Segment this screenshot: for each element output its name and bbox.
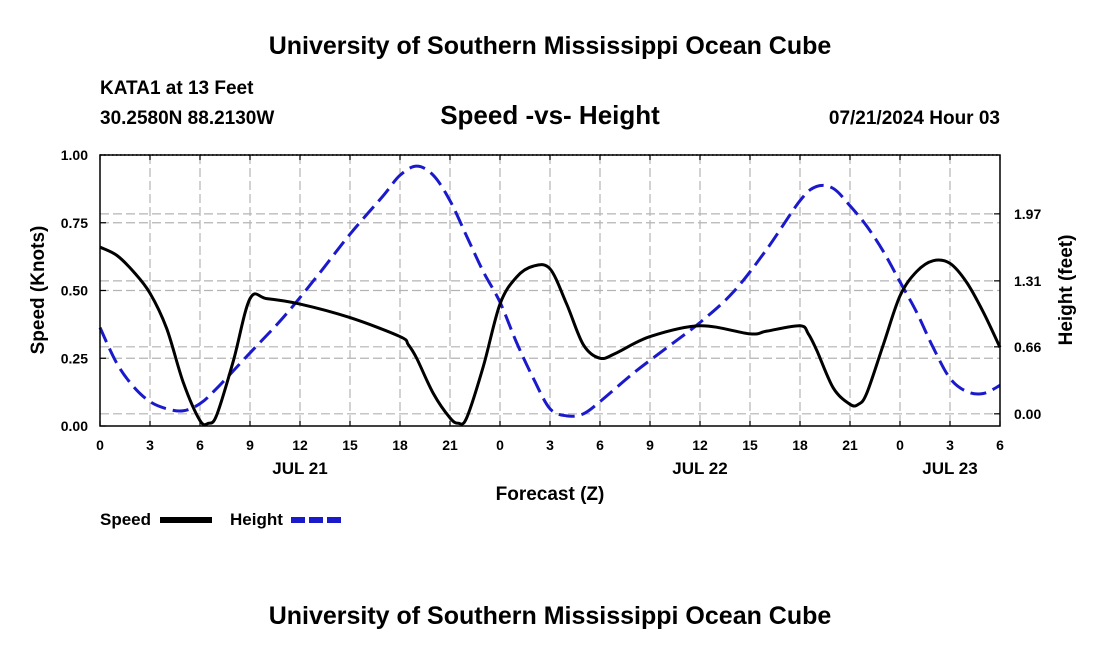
footer-title: University of Southern Mississippi Ocean… (269, 602, 832, 630)
x-tick-label: 3 (946, 437, 954, 453)
x-tick-label: 0 (896, 437, 904, 453)
x-tick-label: 12 (692, 437, 708, 453)
x-date-label: JUL 21 (272, 459, 327, 478)
axis-ticks: 0 3 6 9 12 15 18 21 0 3 6 9 12 15 18 21 0 3 6 0.00 0.25 0.50 0… (61, 147, 1042, 478)
x-tick-label: 15 (742, 437, 758, 453)
x-tick-label: 3 (146, 437, 154, 453)
x-tick-label: 12 (292, 437, 308, 453)
legend-speed-label: Speed (100, 510, 151, 529)
y2-tick-label: 1.31 (1014, 273, 1041, 289)
legend-height-label: Height (230, 510, 283, 529)
station-coords: 30.2580N 88.2130W (100, 108, 274, 129)
y-tick-label: 0.00 (61, 418, 88, 434)
y-tick-label: 1.00 (61, 147, 88, 163)
y2-tick-label: 0.66 (1014, 339, 1041, 355)
x-date-label: JUL 23 (922, 459, 977, 478)
x-date-label: JUL 22 (672, 459, 727, 478)
x-tick-label: 18 (392, 437, 408, 453)
plot-series (98, 164, 1002, 427)
x-tick-label: 18 (792, 437, 808, 453)
legend: Speed Height (100, 510, 343, 529)
y-tick-label: 0.50 (61, 283, 88, 299)
x-tick-label: 9 (246, 437, 254, 453)
forecast-datetime: 07/21/2024 Hour 03 (829, 108, 1000, 129)
x-tick-label: 0 (96, 437, 104, 453)
x-tick-label: 6 (596, 437, 604, 453)
y2-tick-label: 1.97 (1014, 206, 1041, 222)
height-series-line (98, 164, 1001, 418)
x-tick-label: 6 (996, 437, 1004, 453)
y-tick-label: 0.75 (61, 215, 88, 231)
grid-lines (100, 155, 1000, 426)
x-tick-label: 3 (546, 437, 554, 453)
y-tick-label: 0.25 (61, 350, 88, 366)
chart-title: Speed -vs- Height (440, 100, 660, 130)
x-tick-label: 9 (646, 437, 654, 453)
station-label: KATA1 at 13 Feet (100, 78, 254, 99)
main-title: University of Southern Mississippi Ocean… (269, 32, 832, 60)
speed-series-line (99, 245, 1002, 427)
x-axis-label: Forecast (Z) (496, 484, 605, 505)
x-tick-label: 6 (196, 437, 204, 453)
y-axis-label: Speed (Knots) (28, 226, 49, 355)
y2-axis-label: Height (feet) (1056, 235, 1077, 346)
x-tick-label: 21 (842, 437, 858, 453)
y2-tick-label: 0.00 (1014, 406, 1041, 422)
x-tick-label: 15 (342, 437, 358, 453)
x-tick-label: 0 (496, 437, 504, 453)
x-tick-label: 21 (442, 437, 458, 453)
